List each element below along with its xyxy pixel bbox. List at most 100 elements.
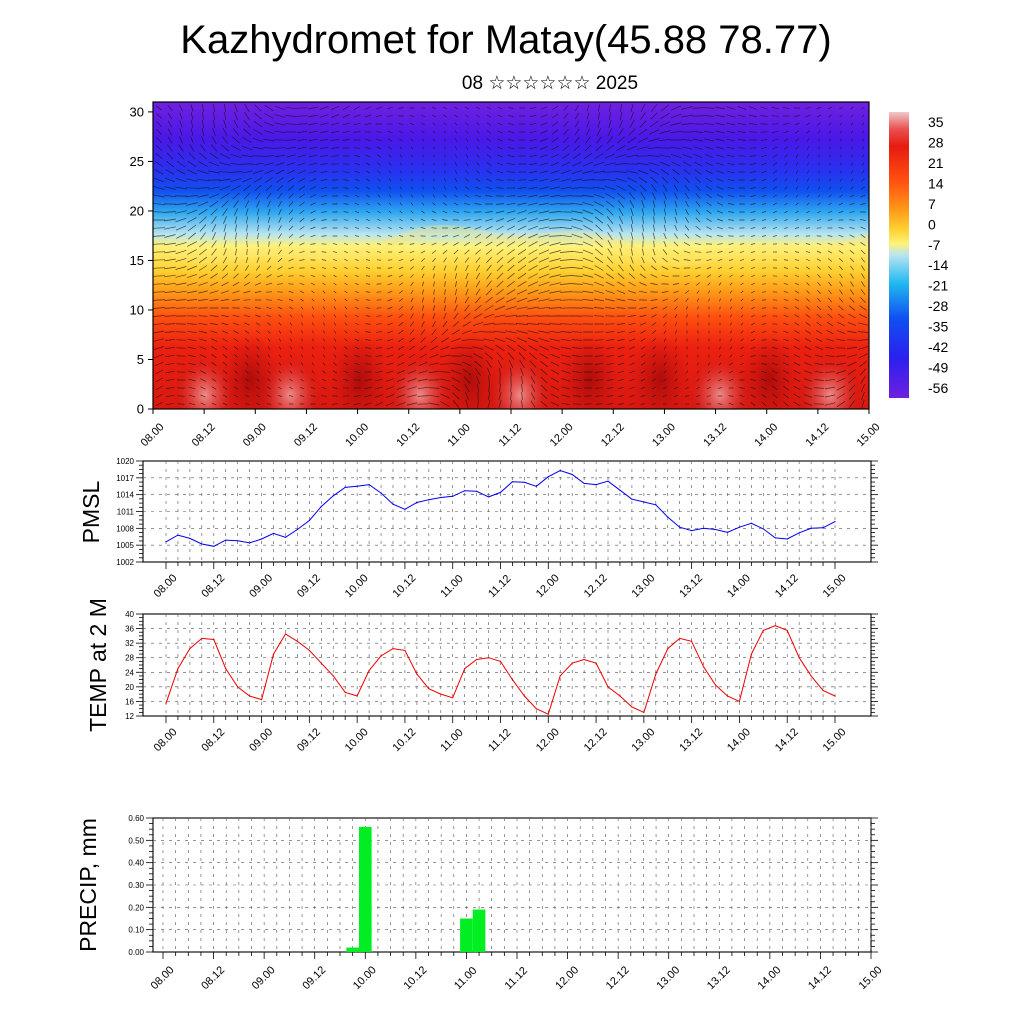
data-point	[499, 660, 502, 662]
cross-section-panel: 0 5 10 15 20 25 30 08.00 08.12 09.00 09.12 10.00 10.…	[130, 101, 948, 449]
data-point	[798, 657, 800, 659]
data-point	[487, 657, 490, 659]
xtick-label-2: 08.12	[199, 726, 227, 754]
data-point	[547, 713, 549, 715]
data-point	[762, 629, 764, 631]
data-point	[702, 527, 705, 529]
grid-3	[153, 818, 872, 952]
data-point	[332, 675, 334, 677]
data-point	[296, 528, 299, 531]
data-point	[714, 684, 717, 686]
ytick-label-1: 1017	[116, 474, 134, 483]
data-point	[428, 688, 430, 690]
xsec-xtick-label: 11.00	[445, 422, 472, 449]
xtick-label-2: 11.00	[438, 727, 465, 754]
ytick-label-3: 0.60	[128, 814, 144, 823]
ytick-label-3: 0.40	[128, 859, 144, 868]
xsec-xtick-label: 08.12	[190, 421, 218, 449]
data-point	[380, 492, 382, 494]
surface-heat-5	[798, 355, 862, 409]
data-point	[595, 483, 597, 486]
data-point	[213, 545, 215, 547]
data-point	[440, 496, 442, 499]
ytick-label-2: 24	[125, 668, 134, 677]
colorbar-label: -56	[928, 380, 948, 396]
data-point	[726, 695, 729, 697]
xtick-label-2: 15.00	[821, 726, 849, 754]
data-point	[559, 469, 561, 472]
data-point	[476, 658, 478, 661]
ytick-label-3: 0.50	[128, 836, 144, 845]
data-point	[189, 648, 191, 650]
xtick-label-2: 10.12	[391, 726, 419, 754]
precipitation-panel: 0.00 0.10 0.20 0.30 0.40 0.50 0.60 08.00 08.12 09…	[75, 814, 885, 992]
data-point	[523, 481, 525, 483]
xtick-label-2: 12.00	[534, 726, 562, 754]
data-point	[225, 668, 227, 670]
data-point	[798, 532, 800, 534]
xtick-label-1: 11.12	[486, 573, 513, 600]
data-point	[392, 503, 394, 505]
data-point	[571, 473, 573, 476]
xtick-label-3: 12.12	[604, 964, 632, 992]
surface-heat-3	[488, 355, 552, 409]
data-point	[428, 499, 430, 501]
data-point	[702, 666, 705, 668]
ytick-label-3: 0.00	[128, 948, 144, 957]
colorbar-label: -42	[928, 339, 948, 355]
warm-band	[153, 224, 869, 267]
data-point	[571, 662, 573, 664]
grid-1	[143, 461, 871, 562]
data-point	[320, 505, 322, 508]
xtick-label-3: 10.12	[401, 964, 429, 992]
data-point	[452, 697, 454, 699]
ytick-label-2: 32	[125, 639, 134, 648]
data-point	[201, 543, 203, 545]
ytick-label-1: 1011	[117, 508, 135, 517]
xtick-label-3: 12.00	[553, 964, 581, 992]
ytick-label-2: 20	[125, 683, 134, 692]
data-point	[416, 673, 418, 675]
ytick-label-2: 28	[125, 654, 134, 663]
xtick-label-3: 08.00	[149, 964, 177, 992]
surface-cool-5	[740, 335, 800, 409]
data-point	[822, 527, 824, 529]
ytick-label-2: 12	[125, 712, 134, 721]
surface-heat-4	[688, 355, 752, 409]
colorbar-label: -28	[928, 298, 948, 314]
data-point	[631, 706, 633, 708]
colorbar-label: 21	[928, 155, 944, 171]
xtick-label-2: 14.12	[773, 726, 801, 754]
data-point	[404, 649, 406, 652]
data-point	[774, 537, 776, 539]
colorbar	[889, 112, 909, 398]
data-point	[320, 662, 322, 664]
data-point	[691, 640, 693, 642]
xtick-label-2: 10.00	[343, 726, 371, 754]
xtick-label-2: 11.12	[486, 727, 513, 754]
ytick-label-1: 1020	[116, 457, 134, 466]
colorbar-label: -21	[928, 278, 948, 294]
data-point	[165, 541, 167, 543]
data-point	[738, 700, 741, 703]
surface-heat-2	[388, 355, 452, 409]
ytick-label-3: 0.10	[128, 926, 144, 935]
xtick-label-1: 12.00	[534, 572, 562, 600]
data-point	[237, 540, 239, 542]
colorbar-label: 35	[928, 114, 944, 130]
xtick-label-3: 13.00	[654, 964, 682, 992]
data-point	[499, 491, 502, 494]
data-point	[679, 637, 681, 640]
data-point	[272, 653, 275, 655]
data-point	[786, 629, 788, 631]
data-point	[750, 653, 752, 655]
data-point	[308, 519, 310, 522]
data-point	[595, 662, 597, 664]
data-point	[667, 648, 669, 650]
ytick-label-1: 1005	[116, 541, 134, 550]
xtick-label-3: 14.00	[755, 964, 783, 992]
surface-cool-2	[440, 335, 500, 409]
data-point	[810, 675, 812, 677]
data-point	[260, 699, 263, 701]
ytick-label-2: 40	[125, 610, 134, 619]
